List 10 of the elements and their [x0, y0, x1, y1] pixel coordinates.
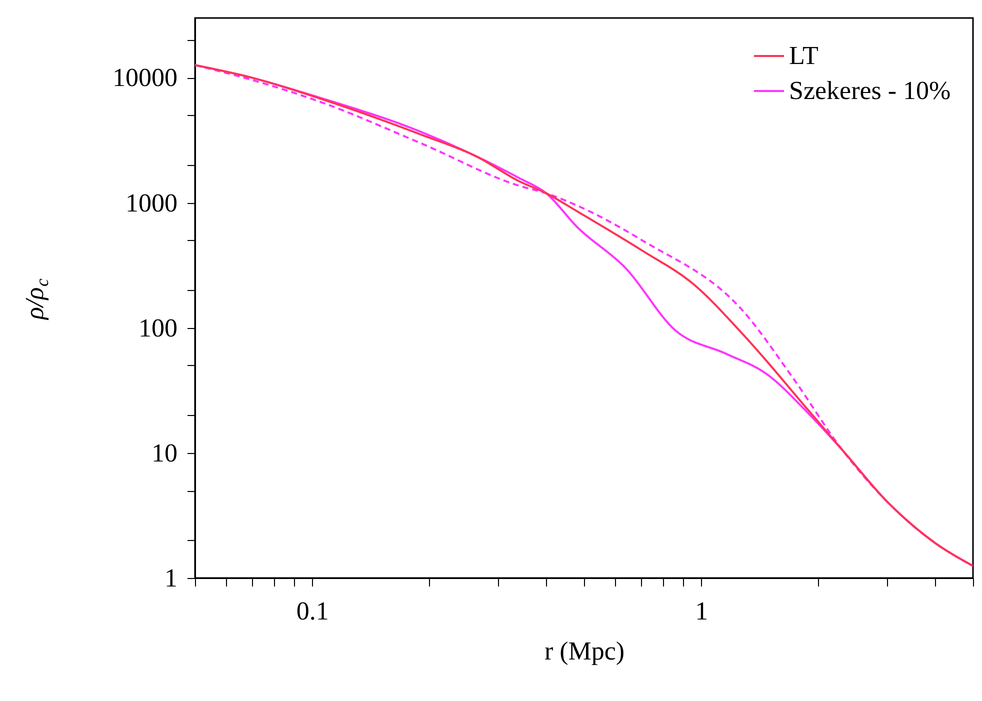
legend-label: LT: [789, 41, 818, 70]
x-tick-label: 0.1: [296, 596, 329, 626]
y-tick-label: 100: [138, 313, 178, 342]
y-tick-label: 1: [164, 564, 178, 592]
y-tick-label: 10: [152, 438, 178, 468]
legend-label: Szekeres - 10%: [789, 76, 951, 105]
x-axis-title: r (Mpc): [544, 636, 625, 666]
y-tick-label: 1000: [126, 188, 178, 218]
y-tick-label: 10000: [112, 63, 178, 92]
y-axis-title: ρ/ρc: [20, 278, 52, 320]
